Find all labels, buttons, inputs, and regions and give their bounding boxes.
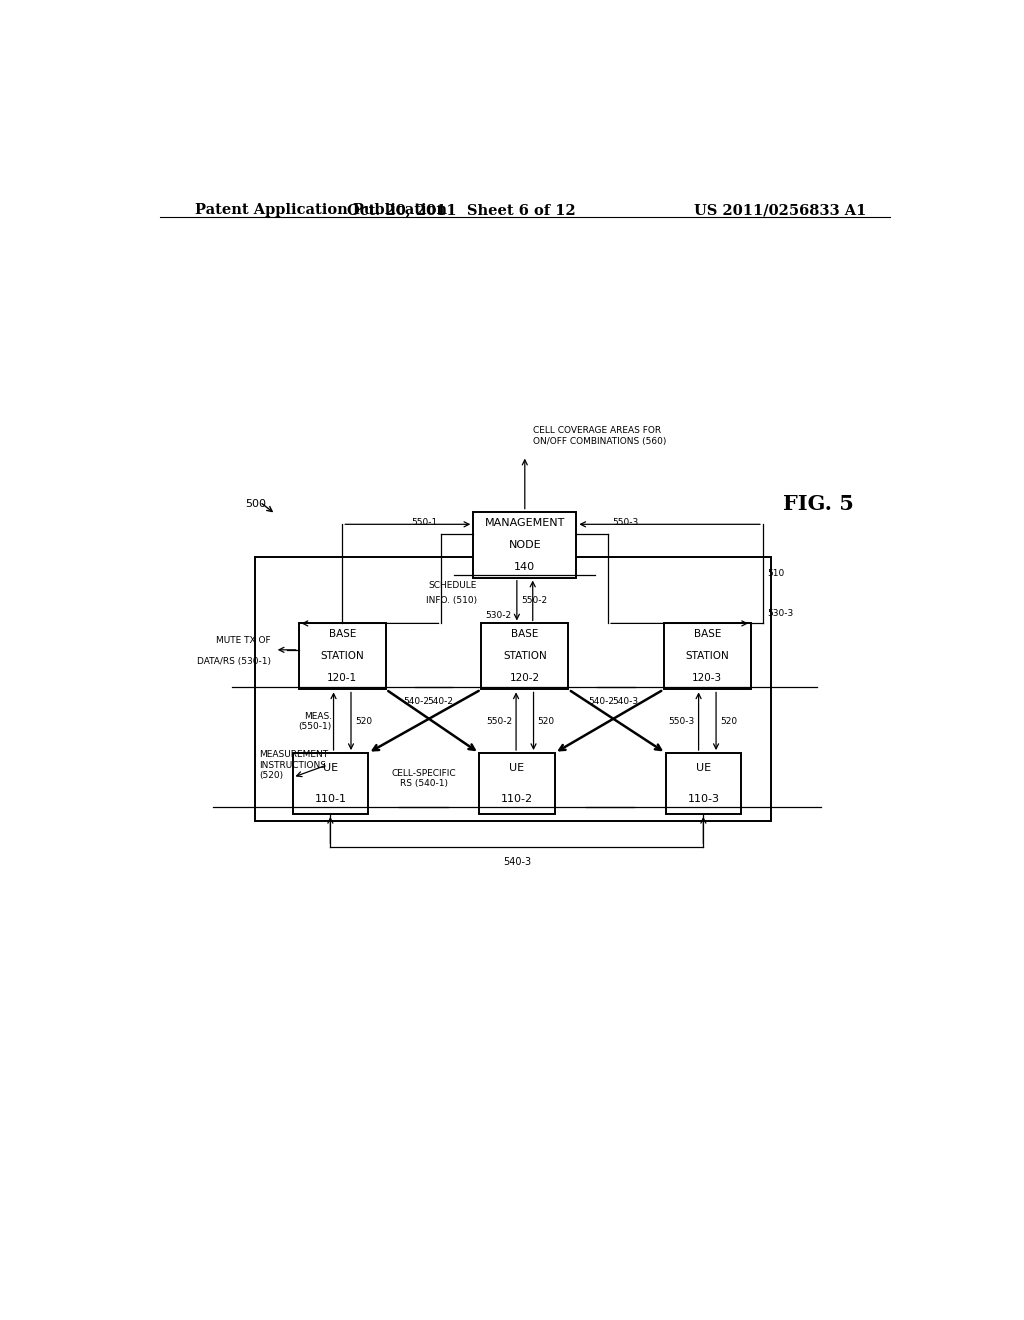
Text: FIG. 5: FIG. 5 — [783, 494, 854, 513]
Text: MANAGEMENT: MANAGEMENT — [484, 517, 565, 528]
Text: NODE: NODE — [509, 540, 541, 549]
Text: STATION: STATION — [503, 652, 547, 661]
Text: 110-1: 110-1 — [314, 793, 346, 804]
FancyBboxPatch shape — [293, 752, 368, 814]
Text: DATA/RS (530-1): DATA/RS (530-1) — [197, 657, 270, 667]
Text: 510: 510 — [767, 569, 784, 578]
Text: 120-2: 120-2 — [510, 673, 540, 684]
Text: US 2011/0256833 A1: US 2011/0256833 A1 — [693, 203, 866, 216]
Text: MEAS.
(550-1): MEAS. (550-1) — [299, 711, 332, 731]
Text: 540-3: 540-3 — [503, 857, 530, 867]
Text: 550-1: 550-1 — [412, 519, 437, 528]
Text: SCHEDULE: SCHEDULE — [429, 581, 477, 590]
Text: 530-3: 530-3 — [767, 610, 794, 618]
Text: BASE: BASE — [511, 630, 539, 639]
Text: 550-3: 550-3 — [669, 717, 694, 726]
Text: 550-2: 550-2 — [486, 717, 512, 726]
Text: UE: UE — [695, 763, 711, 774]
Text: STATION: STATION — [685, 652, 729, 661]
Text: STATION: STATION — [321, 652, 365, 661]
Text: 500: 500 — [246, 499, 266, 510]
Text: UE: UE — [323, 763, 338, 774]
FancyBboxPatch shape — [664, 623, 751, 689]
Text: 120-1: 120-1 — [328, 673, 357, 684]
Text: 540-2: 540-2 — [427, 697, 454, 706]
Text: BASE: BASE — [693, 630, 721, 639]
Text: 550-3: 550-3 — [612, 519, 638, 528]
FancyBboxPatch shape — [479, 752, 555, 814]
Text: UE: UE — [509, 763, 524, 774]
Text: 530-2: 530-2 — [485, 611, 511, 620]
Text: 540-2: 540-2 — [588, 697, 614, 706]
Text: MUTE TX OF: MUTE TX OF — [216, 636, 270, 644]
Text: 520: 520 — [720, 717, 737, 726]
Text: 550-2: 550-2 — [521, 597, 547, 605]
Text: Patent Application Publication: Patent Application Publication — [196, 203, 447, 216]
Text: 540-2: 540-2 — [403, 697, 430, 706]
Text: 140: 140 — [514, 561, 536, 572]
FancyBboxPatch shape — [473, 512, 577, 578]
Text: 110-3: 110-3 — [687, 793, 719, 804]
FancyBboxPatch shape — [666, 752, 741, 814]
Text: BASE: BASE — [329, 630, 356, 639]
Text: 520: 520 — [538, 717, 555, 726]
Text: CELL COVERAGE AREAS FOR
ON/OFF COMBINATIONS (560): CELL COVERAGE AREAS FOR ON/OFF COMBINATI… — [532, 426, 666, 446]
Text: Oct. 20, 2011  Sheet 6 of 12: Oct. 20, 2011 Sheet 6 of 12 — [347, 203, 575, 216]
FancyBboxPatch shape — [299, 623, 386, 689]
Text: 540-3: 540-3 — [612, 697, 638, 706]
FancyBboxPatch shape — [481, 623, 568, 689]
Text: 120-3: 120-3 — [692, 673, 722, 684]
Text: 110-2: 110-2 — [501, 793, 532, 804]
Text: INFO. (510): INFO. (510) — [426, 597, 477, 605]
Text: MEASUREMENT
INSTRUCTIONS
(520): MEASUREMENT INSTRUCTIONS (520) — [259, 750, 328, 780]
Text: CELL-SPECIFIC
RS (540-1): CELL-SPECIFIC RS (540-1) — [391, 768, 456, 788]
Text: 520: 520 — [355, 717, 372, 726]
